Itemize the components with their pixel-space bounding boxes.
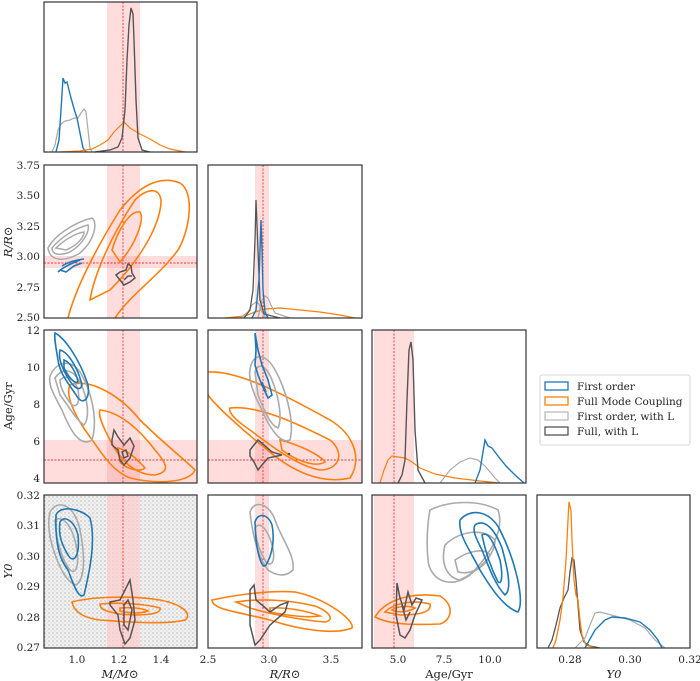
svg-text:Y0: Y0 — [607, 667, 622, 681]
legend: First order Full Mode Coupling First ord… — [539, 374, 691, 446]
panel-age-hist — [371, 329, 527, 484]
panel-age-vs-mass — [43, 329, 198, 484]
panel-y0-hist — [536, 494, 691, 649]
svg-text:10.0: 10.0 — [478, 654, 501, 666]
panel-y0-vs-radius — [207, 494, 363, 649]
svg-text:10: 10 — [27, 362, 40, 374]
svg-text:1.2: 1.2 — [111, 654, 128, 666]
legend-item-full-mode-coupling: Full Mode Coupling — [544, 396, 683, 408]
x-axis-mass: 1.0 1.2 1.4 M/M⊙ — [69, 654, 170, 681]
svg-text:First order: First order — [577, 381, 636, 393]
svg-text:0.30: 0.30 — [618, 654, 641, 666]
legend-item-first-order-with-l: First order, with L — [544, 411, 674, 423]
legend-item-first-order: First order — [544, 381, 636, 393]
svg-text:0.32: 0.32 — [678, 654, 700, 666]
svg-text:1.4: 1.4 — [153, 654, 170, 666]
svg-text:M/M⊙: M/M⊙ — [100, 667, 138, 681]
svg-text:Y0: Y0 — [1, 564, 15, 579]
svg-text:3.5: 3.5 — [323, 654, 340, 666]
svg-text:3.25: 3.25 — [17, 221, 40, 233]
svg-text:First order, with L: First order, with L — [577, 411, 674, 423]
svg-text:2.50: 2.50 — [17, 312, 40, 324]
svg-text:0.27: 0.27 — [17, 642, 40, 654]
svg-text:3.50: 3.50 — [17, 190, 40, 202]
svg-text:0.28: 0.28 — [558, 654, 581, 666]
svg-text:3.75: 3.75 — [17, 160, 40, 172]
x-axis-radius: 2.5 3.0 3.5 R/R⊙ — [200, 654, 340, 681]
svg-text:0.30: 0.30 — [17, 551, 40, 563]
svg-text:0.32: 0.32 — [17, 490, 40, 502]
svg-text:Age/Gyr: Age/Gyr — [424, 667, 473, 681]
svg-text:12: 12 — [27, 325, 40, 337]
svg-text:3.0: 3.0 — [261, 654, 278, 666]
svg-text:2.75: 2.75 — [17, 282, 40, 294]
panel-age-vs-radius — [207, 329, 363, 484]
svg-text:8: 8 — [33, 399, 40, 411]
svg-text:Full Mode Coupling: Full Mode Coupling — [577, 396, 683, 408]
svg-text:7.5: 7.5 — [436, 654, 453, 666]
legend-item-full-with-l: Full, with L — [544, 426, 638, 438]
svg-text:3.00: 3.00 — [17, 251, 40, 263]
svg-text:R/R⊙: R/R⊙ — [269, 667, 301, 681]
y-axis-age: 12 10 8 6 4 Age/Gyr — [1, 325, 40, 485]
svg-text:4: 4 — [33, 473, 40, 485]
svg-text:Full, with L: Full, with L — [577, 426, 638, 438]
svg-text:R/R⊙: R/R⊙ — [1, 227, 15, 259]
svg-text:Age/Gyr: Age/Gyr — [1, 382, 15, 431]
x-axis-y0: 0.28 0.30 0.32 Y0 — [558, 654, 700, 681]
panel-y0-vs-mass — [43, 494, 198, 649]
panel-radius-hist — [207, 164, 363, 319]
svg-text:0.28: 0.28 — [17, 612, 40, 624]
y-axis-y0: 0.32 0.31 0.30 0.29 0.28 0.27 Y0 — [1, 490, 40, 654]
svg-text:0.31: 0.31 — [17, 520, 40, 532]
x-axis-age: 5.0 7.5 10.0 Age/Gyr — [390, 654, 502, 681]
svg-text:6: 6 — [33, 436, 40, 448]
panel-radius-vs-mass — [43, 164, 198, 319]
svg-text:1.0: 1.0 — [69, 654, 86, 666]
panel-mass-hist — [43, 1, 198, 153]
panel-y0-vs-age — [371, 494, 527, 649]
y-axis-radius: 3.75 3.50 3.25 3.00 2.75 2.50 R/R⊙ — [1, 160, 40, 324]
svg-text:5.0: 5.0 — [390, 654, 407, 666]
svg-text:0.29: 0.29 — [17, 581, 40, 593]
svg-text:2.5: 2.5 — [200, 654, 217, 666]
